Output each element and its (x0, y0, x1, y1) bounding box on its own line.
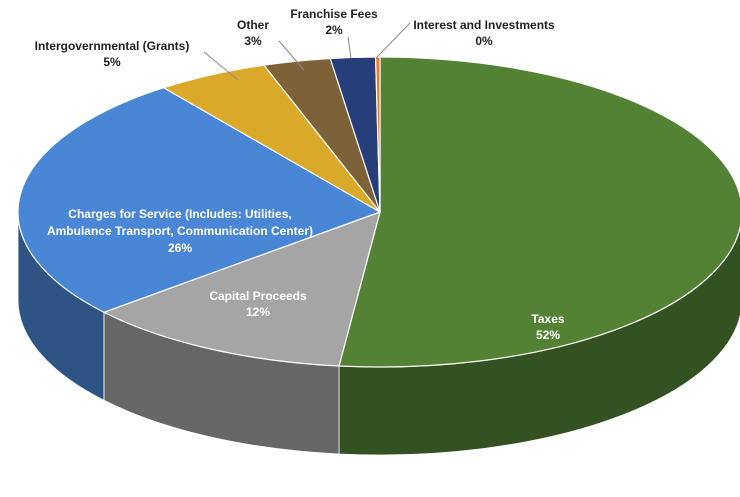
value-label-franchise: 2% (325, 23, 343, 37)
slice-label-charges: Ambulance Transport, Communication Cente… (47, 224, 313, 238)
slice-label-taxes: Taxes (531, 312, 564, 326)
pie-sides (17, 211, 740, 456)
value-label-interest: 0% (475, 34, 493, 48)
leader-franchise (347, 36, 352, 59)
slice-label-charges: Charges for Service (Includes: Utilities… (68, 207, 291, 221)
value-label-other: 3% (244, 34, 262, 48)
slice-taxes (338, 56, 740, 368)
value-label-taxes: 52% (536, 328, 560, 342)
slice-label-grants: Intergovernmental (Grants) (35, 39, 190, 53)
leader-lines (203, 22, 411, 81)
slice-label-franchise: Franchise Fees (290, 7, 378, 21)
slice-charges (17, 87, 381, 313)
value-label-charges: 26% (168, 241, 192, 255)
slice-label-capital: Capital Proceeds (209, 289, 307, 303)
value-label-capital: 12% (246, 305, 270, 319)
slice-label-other: Other (237, 18, 269, 32)
slice-capital (103, 211, 381, 367)
leader-other (278, 40, 305, 71)
slice-label-interest: Interest and Investments (413, 18, 555, 32)
slice-interest (374, 56, 381, 213)
leader-interest (375, 22, 411, 59)
value-label-grants: 5% (103, 55, 121, 69)
slice-labels: Taxes 52% Capital Proceeds 12% Charges for S… (35, 7, 565, 342)
leader-grants (203, 51, 239, 81)
pie-tops (17, 56, 740, 368)
